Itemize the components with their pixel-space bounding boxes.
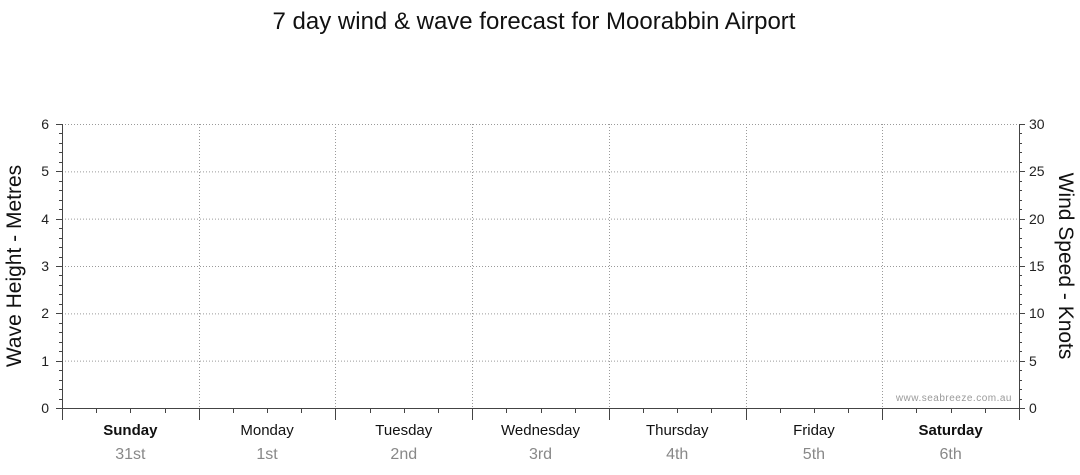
right-tick-label: 30 [1029,116,1045,132]
left-tick-label: 0 [41,400,49,416]
right-tick-label: 5 [1029,353,1037,369]
right-tick-label: 15 [1029,258,1045,274]
left-tick-label: 1 [41,353,49,369]
day-name-label: Wednesday [501,422,580,439]
left-tick-label: 2 [41,305,49,321]
day-date-label: 4th [666,446,688,463]
right-tick-label: 25 [1029,163,1045,179]
left-tick-label: 4 [41,211,49,227]
left-axis-title: Wave Height - Metres [3,165,26,367]
gridlines [62,124,1019,408]
day-date-label: 6th [940,446,962,463]
day-date-label: 1st [256,446,278,463]
day-date-label: 31st [115,446,146,463]
watermark: www.seabreeze.com.au [895,393,1012,404]
right-tick-label: 10 [1029,305,1045,321]
left-tick-label: 6 [41,116,49,132]
left-tick-label: 5 [41,163,49,179]
right-axis-ticks: 0 5 10 15 20 25 30 [1019,116,1045,416]
day-name-label: Monday [240,422,294,439]
x-axis-ticks [62,408,1020,420]
day-name-label: Sunday [103,422,158,439]
day-name-label: Thursday [646,422,709,439]
left-tick-label: 3 [41,258,49,274]
day-name-label: Saturday [919,422,984,439]
day-labels: Sunday 31st Monday 1st Tuesday 2nd Wednesday 3r… [103,422,983,463]
day-name-label: Friday [793,422,835,439]
right-tick-label: 0 [1029,400,1037,416]
day-date-label: 2nd [390,446,417,463]
left-axis-ticks: 0 1 2 3 4 5 6 [41,116,62,416]
day-date-label: 5th [803,446,825,463]
right-axis-title: Wind Speed - Knots [1054,173,1077,360]
day-name-label: Tuesday [375,422,432,439]
chart-title: 7 day wind & wave forecast for Moorabbin… [273,8,796,35]
day-date-label: 3rd [529,446,552,463]
right-tick-label: 20 [1029,211,1045,227]
axes [62,124,1020,409]
